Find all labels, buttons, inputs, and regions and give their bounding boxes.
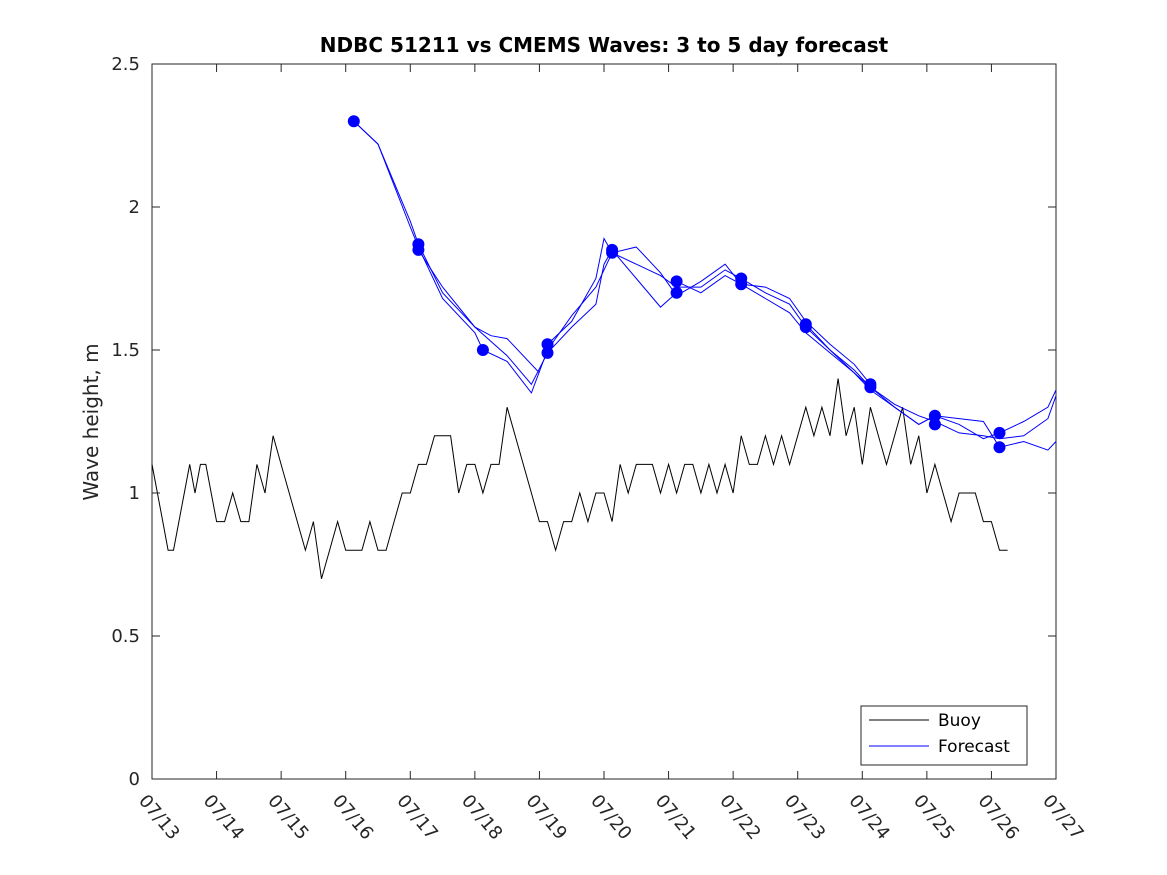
forecast-marker — [541, 338, 554, 351]
forecast-marker — [412, 243, 425, 256]
forecast-marker — [670, 275, 683, 288]
forecast-marker — [864, 381, 877, 394]
forecast-marker — [735, 278, 748, 291]
chart-title: NDBC 51211 vs CMEMS Waves: 3 to 5 day fo… — [320, 33, 889, 57]
forecast-marker — [670, 286, 683, 299]
series-line-forecast — [547, 237, 871, 385]
forecast-marker — [993, 426, 1006, 439]
forecast-marker — [799, 321, 812, 334]
forecast-marker — [541, 346, 554, 359]
legend-box — [860, 705, 1028, 766]
forecast-marker — [928, 418, 941, 431]
y-tick-label: 0 — [129, 769, 140, 790]
forecast-marker — [928, 409, 941, 422]
forecast-marker — [606, 246, 619, 259]
forecast-marker — [993, 441, 1006, 454]
y-tick-label: 2.5 — [111, 54, 140, 75]
forecast-marker — [476, 344, 489, 356]
legend-label-forecast: Forecast — [938, 737, 1010, 757]
series-line-buoy — [151, 378, 1008, 579]
y-axis: 0 0.5 1 1.5 2 2.5 — [111, 54, 1056, 790]
y-tick-label: 1.5 — [111, 340, 140, 361]
y-tick-label: 0.5 — [111, 626, 140, 647]
plot-area — [151, 63, 1057, 780]
forecast-marker — [347, 115, 360, 128]
axes-box — [151, 63, 1057, 780]
series-line-forecast — [417, 249, 677, 386]
series-line-forecast — [353, 120, 540, 374]
legend: Buoy Forecast — [860, 705, 1028, 766]
legend-label-buoy: Buoy — [938, 711, 981, 731]
y-tick-label: 1 — [129, 483, 140, 504]
y-tick-label: 2 — [129, 197, 140, 218]
y-axis-label: Wave height, m — [79, 343, 103, 500]
series-line-forecast — [353, 120, 1057, 440]
